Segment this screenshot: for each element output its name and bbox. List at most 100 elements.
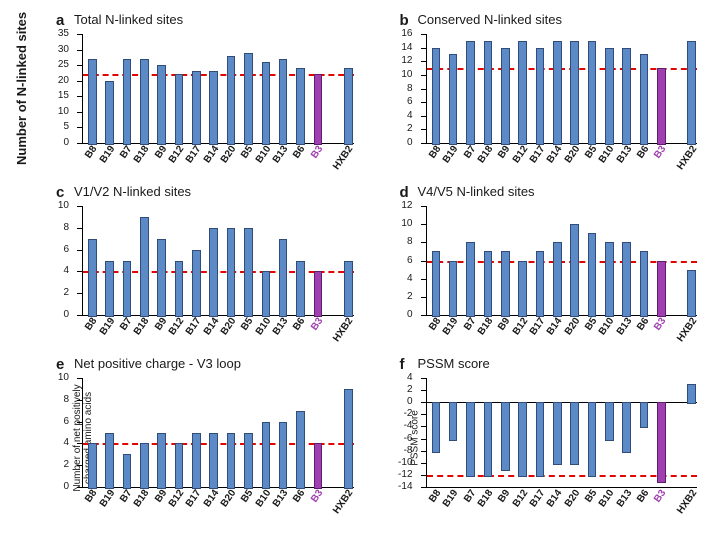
bar-slot [312, 34, 323, 143]
bar-slot [139, 34, 150, 143]
bar-slot [465, 206, 476, 315]
y-tick-label: 0 [407, 309, 413, 320]
panel-title: PSSM score [418, 356, 490, 371]
bar-slot [552, 206, 563, 315]
bar [687, 270, 696, 317]
y-tick-label: 4 [407, 372, 413, 383]
x-tick-label: B13 [271, 488, 291, 509]
bar-highlight [657, 402, 666, 483]
bar-slot [87, 206, 98, 315]
bars [431, 34, 698, 143]
bar [501, 402, 510, 471]
x-label-slot: B17 [535, 145, 546, 177]
x-label-slot: B17 [191, 145, 202, 177]
bar [588, 233, 597, 317]
x-label-slot: B7 [122, 145, 133, 177]
bar-slot [656, 206, 667, 315]
chart-area: -14-12-10-8-6-4-2024B8B19B7B18B9B12B17B1… [426, 378, 698, 488]
bar-slot [278, 378, 289, 487]
y-tick-label: 4 [407, 273, 413, 284]
x-label-slot: B3 [656, 145, 667, 177]
x-label-slot: B20 [226, 145, 237, 177]
x-tick-label: B19 [98, 144, 118, 165]
y-tick-label: -6 [404, 433, 413, 444]
x-tick-label: B18 [476, 316, 496, 337]
x-label-slot: B18 [139, 489, 150, 521]
bar [449, 54, 458, 145]
bar-slot [191, 34, 202, 143]
x-tick-label: B20 [219, 144, 239, 165]
x-label-slot: HXB2 [686, 317, 697, 349]
x-tick-label: B10 [597, 144, 617, 165]
y-tick-label: 2 [407, 123, 413, 134]
bar-slot [104, 206, 115, 315]
bar-slot [448, 378, 459, 487]
x-label-slot: B9 [500, 317, 511, 349]
x-label-slot: B10 [604, 317, 615, 349]
x-tick-label: B14 [545, 144, 565, 165]
x-tick-label: B10 [254, 488, 274, 509]
y-tick-label: 16 [401, 28, 412, 39]
x-tick-label: B14 [202, 144, 222, 165]
bar-slot [517, 206, 528, 315]
bar-slot [552, 378, 563, 487]
bar [209, 228, 218, 317]
x-tick-label: B19 [98, 316, 118, 337]
panel-b: bConserved N-linked sites0246810121416B8… [382, 12, 698, 176]
bar [605, 48, 614, 145]
x-tick-label: B17 [184, 316, 204, 337]
bar [227, 56, 236, 145]
bar [88, 443, 97, 489]
panel-letter: e [56, 356, 64, 373]
bar-slot [517, 378, 528, 487]
x-tick-label: B19 [441, 144, 461, 165]
x-label-slot: B12 [174, 145, 185, 177]
y-tick-label: 0 [63, 137, 69, 148]
bar-slot [156, 206, 167, 315]
bar-slot [226, 34, 237, 143]
bar [279, 59, 288, 145]
x-tick-label: B14 [545, 316, 565, 337]
bar-slot [431, 206, 442, 315]
x-label-slot: B9 [156, 145, 167, 177]
x-label-slot: B10 [260, 145, 271, 177]
bar [640, 402, 649, 428]
y-tick-label: 0 [407, 137, 413, 148]
bar [501, 251, 510, 317]
bar [501, 48, 510, 145]
x-tick-label: B3 [652, 316, 668, 333]
bar-slot [139, 206, 150, 315]
bar [588, 41, 597, 145]
bar-slot [604, 206, 615, 315]
bar-slot [191, 206, 202, 315]
figure: Number of N-linked sites aTotal N-linked… [38, 12, 697, 520]
x-tick-label: B20 [562, 488, 582, 509]
x-label-slot: B17 [535, 317, 546, 349]
bar [553, 402, 562, 465]
x-label-slot: B7 [465, 317, 476, 349]
bar-highlight [314, 74, 323, 145]
bar-slot [122, 206, 133, 315]
bar-slot [174, 34, 185, 143]
bar [605, 242, 614, 317]
y-tick-label: 6 [63, 244, 69, 255]
x-tick-label: B18 [132, 144, 152, 165]
x-label-slot: B19 [448, 317, 459, 349]
panel-f: fPSSM scorePSSM score-14-12-10-8-6-4-202… [382, 356, 698, 520]
x-label-slot: B12 [517, 145, 528, 177]
bar [484, 251, 493, 317]
x-label-slot: B6 [639, 317, 650, 349]
x-label-slot: B8 [431, 489, 442, 521]
x-label-slot: B14 [208, 317, 219, 349]
x-tick-label: B17 [184, 488, 204, 509]
plot: 0246810B8B19B7B18B9B12B17B14B20B5B10B13B… [82, 206, 354, 316]
x-tick-label: B19 [98, 488, 118, 509]
bar-slot [500, 206, 511, 315]
y-tick-label: 30 [58, 44, 69, 55]
x-tick-label: B3 [309, 316, 325, 333]
bar-slot [431, 378, 442, 487]
x-tick-label: B20 [219, 488, 239, 509]
bar-slot [517, 34, 528, 143]
bar-slot [621, 34, 632, 143]
y-tick-label: 12 [401, 55, 412, 66]
